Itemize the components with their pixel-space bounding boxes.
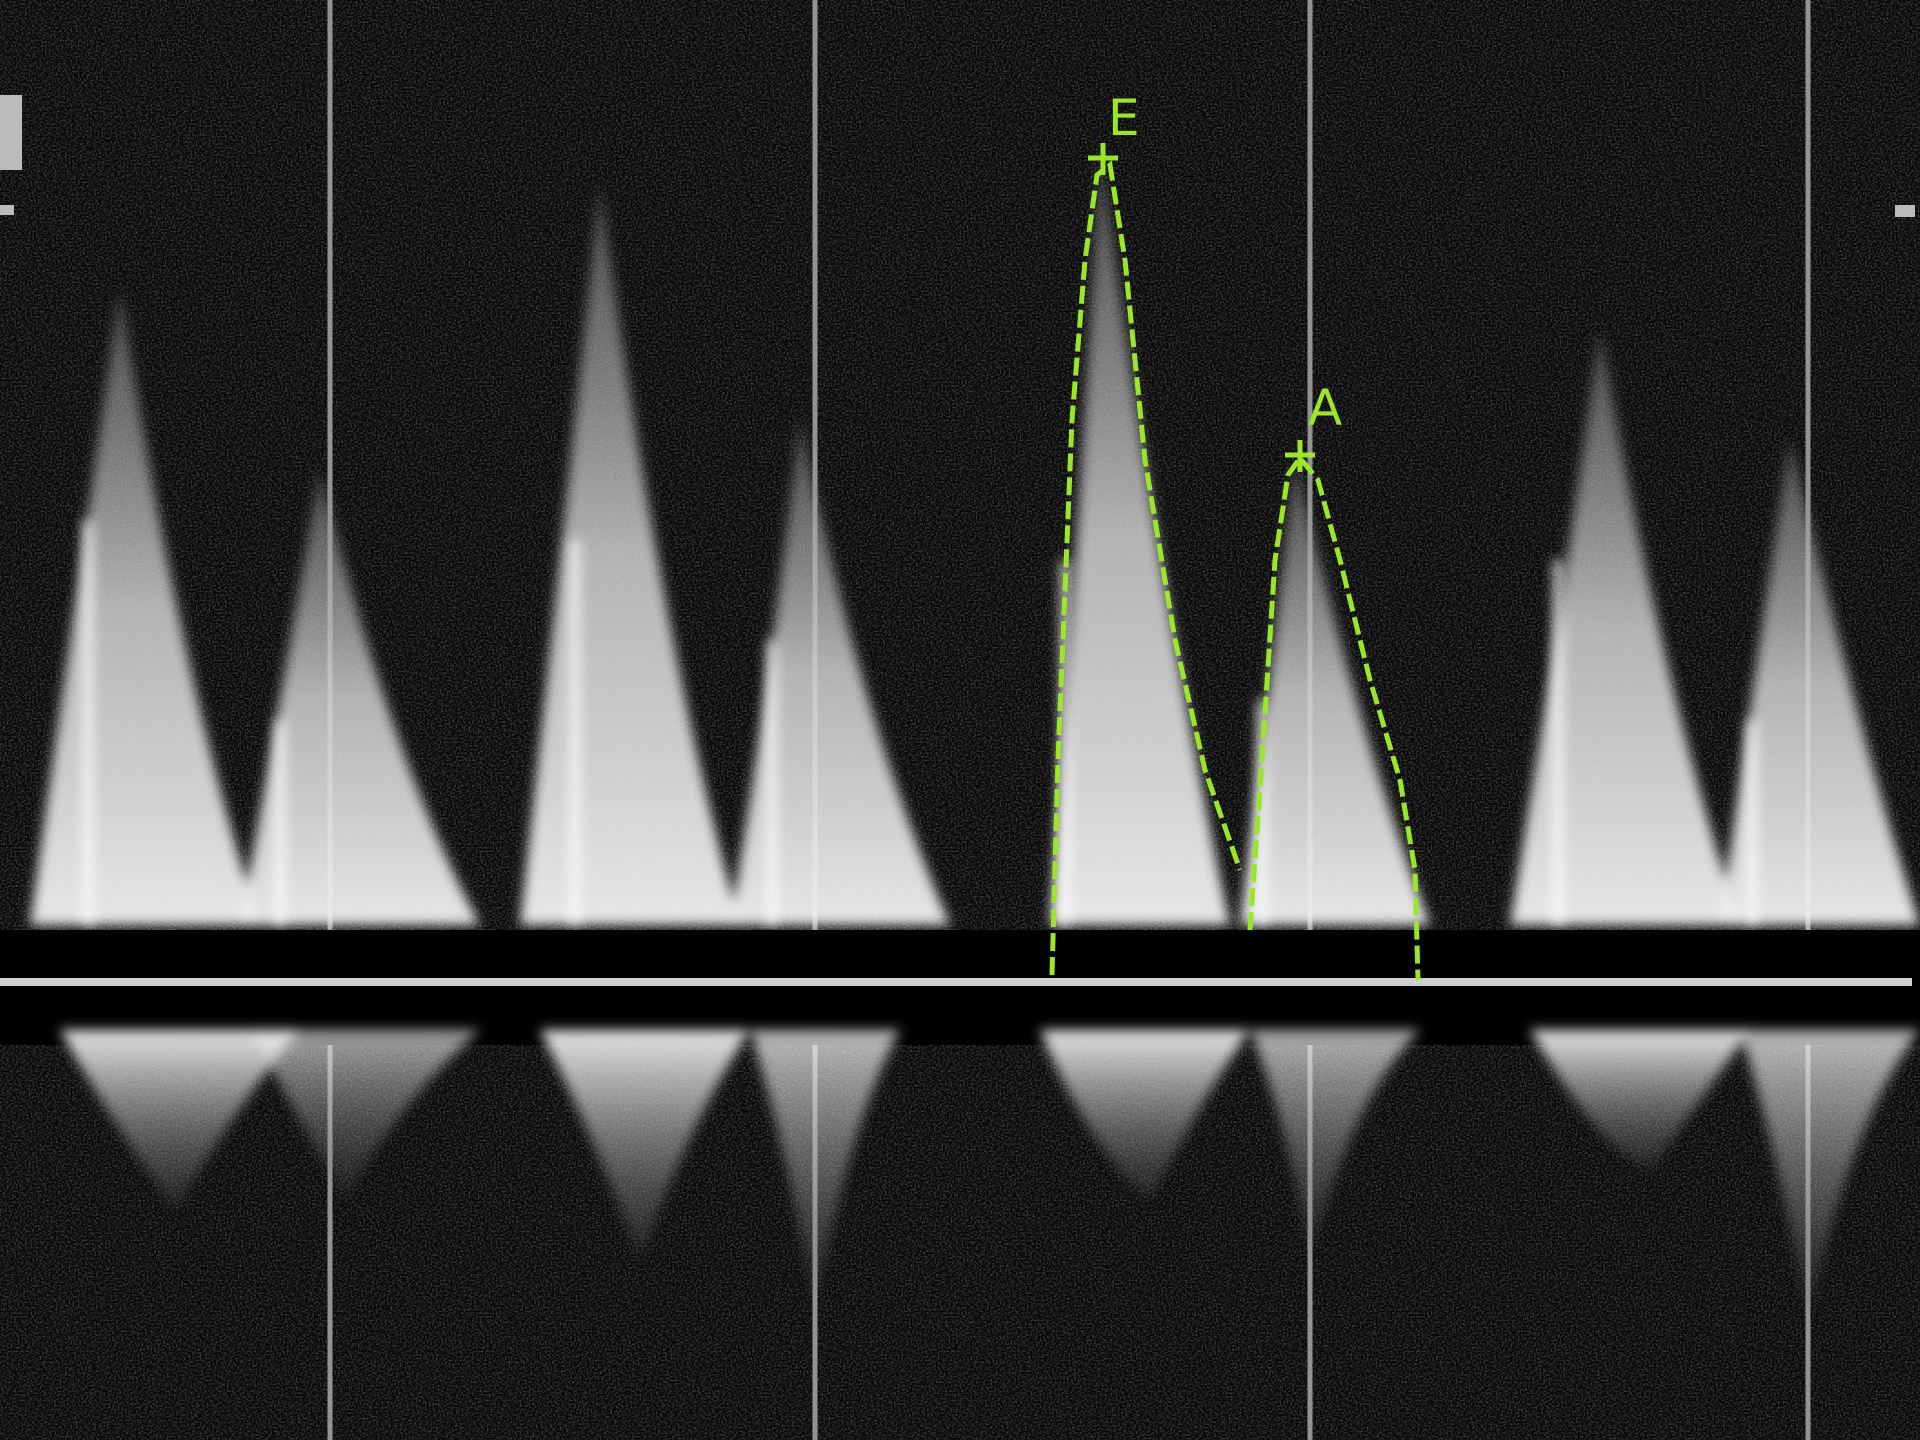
a-wave-peak (240, 470, 480, 925)
a-wave-peak (1240, 460, 1430, 925)
e-wave-trace (1049, 160, 1243, 976)
peak-markers (1088, 143, 1315, 472)
baseline-band (0, 930, 1920, 1045)
e-peak-label: E (1108, 89, 1140, 147)
a-wave-peak (1720, 440, 1920, 925)
a-wave-trace (1247, 453, 1421, 981)
scale-ticks (0, 95, 1915, 217)
a-wave-peak (730, 420, 950, 925)
e-wave-peak (1050, 150, 1230, 925)
envelope-trace (1049, 160, 1421, 981)
reverse-flow-spectrum (60, 1030, 1920, 1320)
a-peak-label: A (1308, 379, 1342, 437)
e-wave-peak (1510, 330, 1740, 925)
